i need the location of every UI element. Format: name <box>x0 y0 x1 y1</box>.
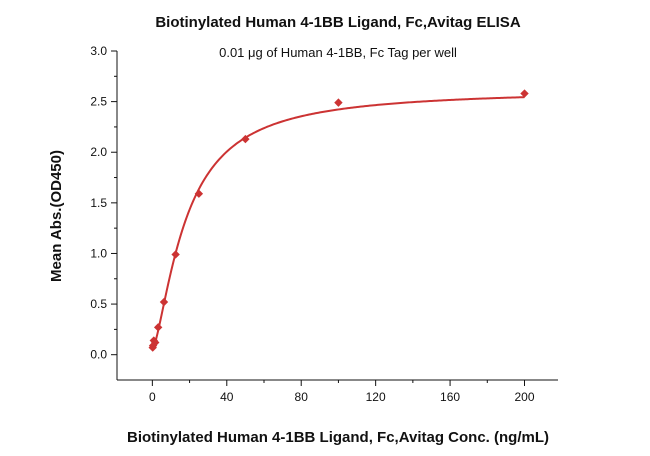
x-tick-label: 40 <box>220 390 234 404</box>
x-tick-label: 120 <box>366 390 386 404</box>
y-tick-label: 1.0 <box>90 246 107 260</box>
data-point <box>334 98 343 107</box>
y-tick-label: 0.0 <box>90 348 107 362</box>
y-axis-label: Mean Abs.(OD450) <box>48 150 65 282</box>
y-tick-label: 0.5 <box>90 297 107 311</box>
data-point <box>151 338 160 347</box>
data-point <box>194 189 204 198</box>
data-points <box>148 89 529 352</box>
chart-subtitle: 0.01 μg of Human 4-1BB, Fc Tag per well <box>219 45 457 60</box>
y-ticks: 0.0 0.5 1.0 1.5 2.0 2.5 3.0 <box>90 44 117 362</box>
x-tick-label: 160 <box>440 390 460 404</box>
x-tick-label: 0 <box>149 390 156 404</box>
y-tick-label: 1.5 <box>90 196 107 210</box>
fit-curve <box>151 96 525 350</box>
data-point <box>153 323 163 332</box>
y-tick-label: 2.0 <box>90 145 107 159</box>
data-point <box>241 134 250 144</box>
x-ticks: 0 40 80 120 160 200 <box>149 380 535 404</box>
y-tick-label: 2.5 <box>90 95 107 109</box>
data-point <box>171 250 180 259</box>
x-axis-label: Biotinylated Human 4-1BB Ligand, Fc,Avit… <box>127 429 549 446</box>
data-point <box>159 297 169 307</box>
x-tick-label: 200 <box>514 390 534 404</box>
axes <box>116 51 558 381</box>
y-tick-label: 3.0 <box>90 44 107 58</box>
data-point <box>520 89 529 98</box>
chart-title: Biotinylated Human 4-1BB Ligand, Fc,Avit… <box>155 14 520 31</box>
x-tick-label: 80 <box>295 390 309 404</box>
